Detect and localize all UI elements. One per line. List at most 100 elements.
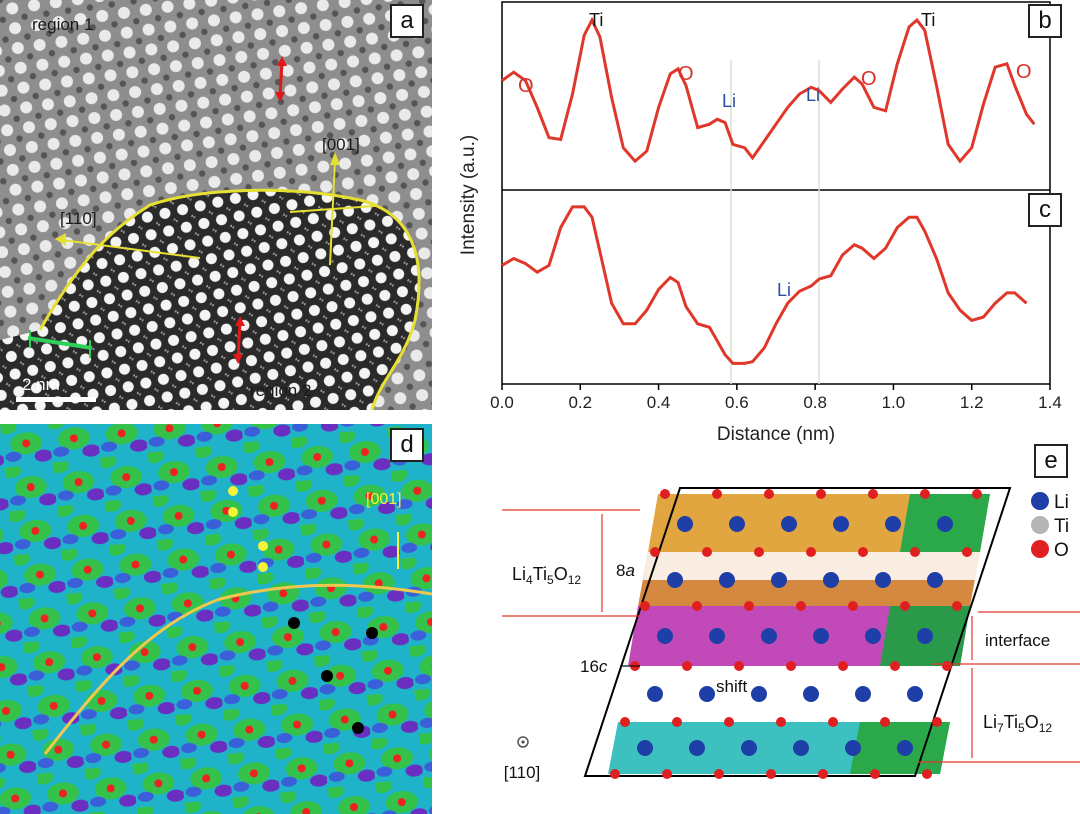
o-atom <box>870 769 880 779</box>
o-atom <box>620 717 630 727</box>
li-atom <box>699 686 715 702</box>
li-atom <box>865 628 881 644</box>
o-atom <box>764 489 774 499</box>
li-atom <box>803 686 819 702</box>
intensity-curve-b <box>501 16 1036 164</box>
peak-label-ti-2: Ti <box>921 10 935 30</box>
peak-label-li-2: Li <box>806 85 820 105</box>
o-atom <box>662 769 672 779</box>
o-atom <box>692 601 702 611</box>
o-atom <box>640 601 650 611</box>
label-site-8a: 8a <box>616 561 635 580</box>
li-atom <box>729 516 745 532</box>
li-atom <box>793 740 809 756</box>
li-atom <box>823 572 839 588</box>
o-atom <box>806 547 816 557</box>
label-interface: interface <box>985 631 1050 650</box>
o-atom <box>796 601 806 611</box>
o-atom <box>952 601 962 611</box>
o-atom <box>838 661 848 671</box>
o-atom <box>712 489 722 499</box>
li-atom <box>917 628 933 644</box>
x-tick-label: 0.4 <box>647 393 671 412</box>
li-atom <box>709 628 725 644</box>
panel-tag-c: c <box>1028 193 1062 227</box>
o-atom <box>776 717 786 727</box>
label-direction-110: [110] <box>60 209 97 228</box>
li-atom <box>677 516 693 532</box>
o-atom <box>702 547 712 557</box>
legend-o-label: O <box>1054 540 1069 561</box>
atom-legend: Li Ti O <box>1031 492 1069 561</box>
region-boundary <box>38 188 421 410</box>
x-tick-label: 0.2 <box>568 393 592 412</box>
li-atom <box>741 740 757 756</box>
o-atom <box>942 661 952 671</box>
o-atom <box>786 661 796 671</box>
li-atom <box>719 572 735 588</box>
o-atom <box>734 661 744 671</box>
false-color-map: [001] <box>0 424 432 814</box>
li-atom <box>771 572 787 588</box>
o-atom <box>610 769 620 779</box>
o-atom <box>972 489 982 499</box>
o-atom <box>890 661 900 671</box>
intensity-profile-chart: 0.0 0.2 0.4 0.6 0.8 1.0 1.2 1.4 O Ti O Li Li O … <box>458 1 1062 445</box>
panel-tag-a: a <box>390 4 424 38</box>
x-tick-label: 0.0 <box>490 393 514 412</box>
legend-ti-icon <box>1031 516 1049 534</box>
x-tick-label: 1.4 <box>1038 393 1062 412</box>
red-double-arrow-bottom <box>233 316 245 364</box>
o-atom <box>910 547 920 557</box>
unit-cell-outline <box>583 487 1012 777</box>
label-zone-axis: [110] <box>504 763 541 782</box>
x-tick-label: 0.8 <box>803 393 827 412</box>
legend-ti-label: Ti <box>1054 516 1069 537</box>
li-atom <box>833 516 849 532</box>
o-atom <box>818 769 828 779</box>
o-atom <box>660 489 670 499</box>
li-atom <box>845 740 861 756</box>
legend-o-icon <box>1031 540 1049 558</box>
li-atom <box>647 686 663 702</box>
o-atom <box>920 489 930 499</box>
li-atom <box>897 740 913 756</box>
zone-axis-symbol <box>517 736 529 748</box>
panel-bc-profiles: 0.0 0.2 0.4 0.6 0.8 1.0 1.2 1.4 O Ti O Li Li O … <box>440 0 1080 450</box>
o-atom <box>672 717 682 727</box>
region-boundary-d <box>43 583 432 755</box>
panel-tag-b: b <box>1028 4 1062 38</box>
li-atom <box>761 628 777 644</box>
red-double-arrow-top <box>275 56 287 102</box>
crystal-structure-diagram: Li4Ti5O12 8a 16c shift interface Li7Ti5O… <box>502 487 1080 782</box>
legend-li-label: Li <box>1054 492 1069 513</box>
label-direction-001: [001] <box>322 135 360 154</box>
label-region-2: region 2 <box>250 381 311 400</box>
o-atom <box>962 547 972 557</box>
o-atom <box>816 489 826 499</box>
scale-bar <box>16 397 96 402</box>
yellow-site-markers <box>228 486 268 572</box>
o-atom <box>848 601 858 611</box>
y-axis-label: Intensity (a.u.) <box>458 135 479 255</box>
x-tick-label: 1.2 <box>960 393 984 412</box>
structure-layers <box>605 494 990 780</box>
li-atom <box>657 628 673 644</box>
o-atom <box>724 717 734 727</box>
li-atom <box>667 572 683 588</box>
label-li7ti5o12: Li7Ti5O12 <box>983 712 1052 735</box>
label-li4ti5o12: Li4Ti5O12 <box>512 564 581 587</box>
label-shift: shift <box>716 677 747 696</box>
peak-label-li-c: Li <box>777 280 791 300</box>
o-atom <box>880 717 890 727</box>
o-atom <box>828 717 838 727</box>
o-atom <box>754 547 764 557</box>
label-region-1: region 1 <box>32 15 93 34</box>
li-atom <box>907 686 923 702</box>
x-tick-label: 0.6 <box>725 393 749 412</box>
label-scale: 2 nm <box>22 375 60 394</box>
x-tick-label: 1.0 <box>882 393 906 412</box>
li-atom <box>637 740 653 756</box>
o-atom <box>744 601 754 611</box>
o-atom <box>900 601 910 611</box>
